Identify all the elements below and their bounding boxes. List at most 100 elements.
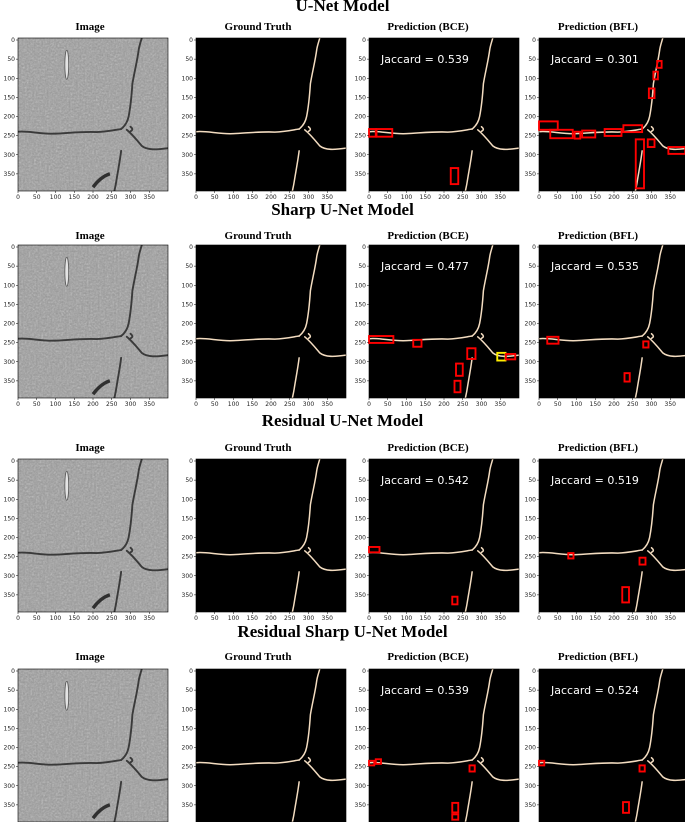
y-tick-label: 250 — [355, 554, 367, 561]
x-tick-label: 350 — [322, 401, 334, 408]
photo-crack — [18, 128, 123, 135]
crack-line — [647, 550, 685, 572]
y-tick-label: 250 — [182, 133, 194, 140]
x-tick-label: 300 — [646, 194, 658, 201]
error-box — [621, 586, 630, 604]
crack-line — [538, 549, 643, 556]
x-tick-label: 200 — [608, 615, 620, 622]
y-tick-label: 0 — [189, 668, 193, 675]
x-tick-label: 0 — [367, 401, 371, 408]
panel-title-prediction-bce: Prediction (BCE) — [387, 230, 469, 242]
y-tick-label: 200 — [525, 321, 537, 328]
y-tick-label: 300 — [355, 573, 367, 580]
x-tick-label: 200 — [265, 401, 277, 408]
x-tick-label: 100 — [228, 194, 240, 201]
x-tick-label: 50 — [33, 615, 41, 622]
ground-truth-frame — [195, 668, 347, 822]
panel-title-image: Image — [75, 442, 105, 454]
photo-surface — [18, 669, 168, 822]
y-tick-label: 250 — [4, 133, 16, 140]
y-tick-label: 50 — [528, 477, 536, 484]
ground-truth-cracks — [195, 244, 347, 399]
error-boxes — [368, 758, 476, 821]
x-tick-label: 50 — [33, 194, 41, 201]
photo-crack — [120, 669, 143, 761]
crack-line — [298, 668, 321, 761]
photo-crack — [129, 332, 134, 340]
y-tick-label: 150 — [355, 94, 367, 101]
photo-crack — [113, 780, 123, 822]
prediction-bce-cracks — [368, 458, 520, 613]
crack-line — [641, 244, 664, 337]
y-tick-label: 100 — [525, 75, 537, 82]
x-tick-label: 50 — [211, 401, 219, 408]
crack-line — [641, 668, 664, 761]
crack-line — [647, 129, 685, 151]
x-tick-label: 250 — [457, 615, 469, 622]
y-tick-label: 150 — [355, 301, 367, 308]
x-tick-label: 250 — [106, 615, 118, 622]
crack-line — [538, 335, 643, 342]
photo-surface — [18, 245, 168, 398]
x-tick-label: 350 — [322, 194, 334, 201]
error-box — [573, 130, 582, 140]
prediction-bce-background — [369, 38, 519, 191]
ground-truth-background — [196, 245, 346, 398]
x-tick-label: 300 — [125, 401, 137, 408]
x-tick-label: 150 — [69, 194, 81, 201]
y-tick-label: 50 — [185, 56, 193, 63]
x-tick-label: 350 — [665, 615, 677, 622]
x-tick-label: 100 — [401, 194, 413, 201]
crack-line — [641, 37, 664, 130]
x-tick-label: 200 — [87, 615, 99, 622]
x-tick-label: 0 — [16, 194, 20, 201]
jaccard-bfl: Jaccard = 0.301 — [550, 53, 639, 66]
photo-image — [18, 245, 168, 398]
y-tick-label: 250 — [355, 764, 367, 771]
panel-title-image: Image — [75, 230, 105, 242]
y-tick-label: 0 — [532, 37, 536, 44]
prediction-bce-background — [369, 669, 519, 822]
photo-cracks — [18, 459, 168, 612]
model-row-1: 0 50 100 150 200 250 300 350 0 50 100 150 200 250 300 3… — [4, 244, 685, 408]
error-boxes — [567, 552, 647, 604]
model-row-0: 0 50 100 150 200 250 300 350 0 50 100 150 200 250 300 3… — [4, 37, 685, 201]
y-tick-label: 300 — [525, 152, 537, 159]
y-tick-label: 50 — [7, 687, 15, 694]
error-boxes — [368, 335, 517, 394]
photo-crack — [125, 759, 168, 782]
y-tick-label: 200 — [525, 535, 537, 542]
crack-line — [195, 335, 300, 342]
x-tick-label: 350 — [144, 194, 156, 201]
y-tick-label: 100 — [4, 75, 16, 82]
x-tick-label: 50 — [384, 194, 392, 201]
crack-line — [538, 759, 643, 766]
prediction-bfl-background — [539, 669, 685, 822]
y-tick-label: 300 — [355, 783, 367, 790]
y-tick-label: 350 — [182, 378, 194, 385]
x-tick-label: 200 — [265, 615, 277, 622]
x-tick-label: 300 — [303, 194, 315, 201]
x-tick-label: 0 — [194, 401, 198, 408]
error-box — [538, 759, 546, 767]
photo-cracks — [18, 38, 168, 191]
y-tick-label: 200 — [182, 321, 194, 328]
crack-line — [304, 760, 347, 782]
y-tick-label: 200 — [355, 114, 367, 121]
y-tick-label: 150 — [182, 94, 194, 101]
error-box — [638, 556, 647, 566]
y-tick-label: 350 — [4, 378, 16, 385]
y-tick-label: 250 — [525, 133, 537, 140]
y-tick-label: 250 — [4, 340, 16, 347]
x-tick-label: 300 — [476, 615, 488, 622]
jaccard-bce: Jaccard = 0.542 — [380, 474, 469, 487]
error-box — [567, 552, 575, 560]
y-tick-label: 150 — [525, 301, 537, 308]
y-tick-label: 350 — [4, 802, 16, 809]
y-tick-label: 150 — [4, 515, 16, 522]
x-tick-label: 50 — [554, 194, 562, 201]
x-tick-label: 100 — [571, 194, 583, 201]
photo-crack — [113, 149, 123, 191]
y-tick-label: 200 — [182, 535, 194, 542]
